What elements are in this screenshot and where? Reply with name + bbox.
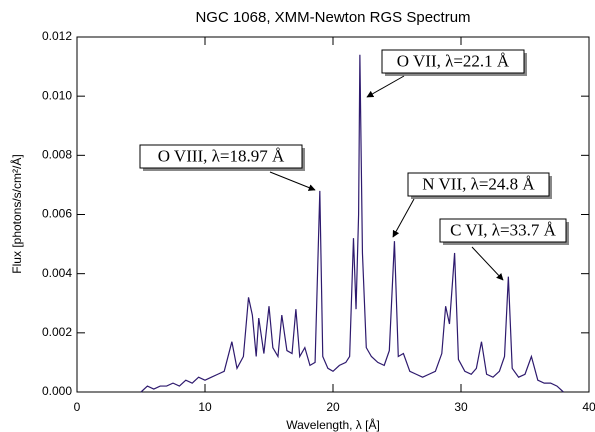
y-tick-label: 0.002 [42, 325, 72, 339]
annotation-arrow [366, 75, 405, 98]
y-tick-label: 0.008 [42, 148, 72, 162]
annotation-arrow [392, 198, 415, 238]
x-tick-label: 0 [74, 400, 81, 414]
annotation-box [139, 144, 303, 169]
annotation-box [381, 49, 525, 74]
annotation-box [407, 172, 550, 197]
chart-title: NGC 1068, XMM-Newton RGS Spectrum [195, 9, 470, 26]
y-tick-label: 0.006 [42, 207, 72, 221]
annotation-text: N VII, λ=24.8 Å [422, 174, 535, 193]
annotation-text: O VII, λ=22.1 Å [397, 51, 510, 70]
y-tick-label: 0.004 [42, 266, 72, 280]
y-axis-label: Flux [photons/s/cm²/Å] [9, 154, 24, 273]
annotation-arrow [471, 246, 504, 281]
y-tick-label: 0.000 [42, 384, 72, 398]
y-tick-label: 0.012 [42, 29, 72, 43]
x-tick-label: 40 [582, 400, 595, 414]
annotation-text: C VI, λ=33.7 Å [450, 220, 557, 239]
x-tick-label: 30 [454, 400, 468, 414]
spectrum-line [140, 54, 564, 393]
x-tick-label: 20 [326, 400, 340, 414]
y-tick-label: 0.010 [42, 88, 72, 102]
annotation-text: O VIII, λ=18.97 Å [158, 146, 285, 165]
x-tick-label: 10 [198, 400, 212, 414]
annotation-box [439, 218, 567, 243]
annotation-arrow [269, 171, 316, 191]
x-axis-label: Wavelength, λ [Å] [286, 417, 380, 432]
plot-frame [76, 36, 590, 393]
